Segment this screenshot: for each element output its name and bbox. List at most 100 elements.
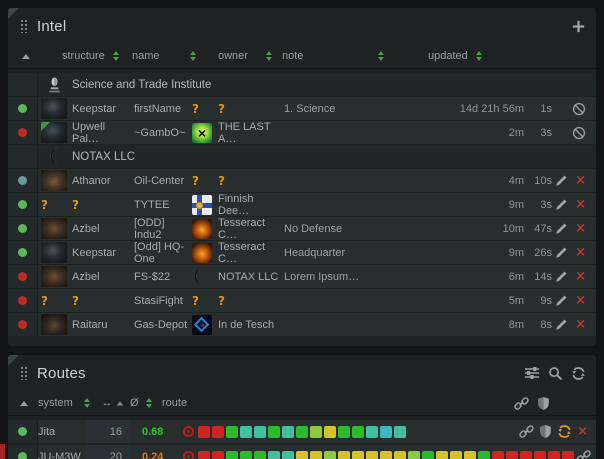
sort-icon[interactable]: [475, 51, 482, 61]
route-jump-square[interactable]: [226, 450, 238, 459]
route-jump-square[interactable]: [296, 425, 308, 438]
route-jump-square[interactable]: [268, 450, 280, 459]
route-jump-square[interactable]: [198, 450, 210, 459]
sort-icon[interactable]: [266, 51, 272, 61]
route-jump-square[interactable]: [212, 450, 224, 459]
route-jump-square[interactable]: [380, 425, 392, 438]
column-header-structure[interactable]: structure: [62, 44, 132, 68]
intel-group-row[interactable]: NOTAX LLC: [8, 145, 596, 168]
route-jump-square[interactable]: [324, 450, 336, 459]
route-jump-square[interactable]: [282, 425, 294, 438]
route-row[interactable]: Jita 16 0.68 ×: [8, 420, 596, 443]
intel-row[interactable]: ?? TYTEE Finnish Dee… 9m 3s ×: [8, 193, 596, 217]
sort-icon[interactable]: [378, 51, 384, 61]
shield-icon[interactable]: [537, 396, 550, 411]
route-jump-square[interactable]: [422, 450, 434, 459]
delete-icon[interactable]: ×: [577, 424, 588, 439]
route-jump-square[interactable]: [562, 450, 574, 459]
route-jump-square[interactable]: [394, 425, 406, 438]
delete-icon[interactable]: ×: [575, 317, 586, 332]
route-row[interactable]: JU-M3W 20 0.24 ×: [8, 445, 596, 459]
sort-icon[interactable]: [146, 398, 152, 408]
edit-icon[interactable]: [555, 318, 568, 331]
route-jump-square[interactable]: [352, 450, 364, 459]
route-jump-square[interactable]: [436, 450, 448, 459]
column-header-system[interactable]: system: [38, 391, 84, 415]
edit-icon[interactable]: [555, 246, 568, 259]
route-jump-square[interactable]: [548, 450, 560, 459]
route-jump-square[interactable]: [520, 450, 532, 459]
delete-icon[interactable]: ×: [575, 197, 586, 212]
edit-icon[interactable]: [555, 270, 568, 283]
route-jump-square[interactable]: [310, 425, 322, 438]
settings-button-icon[interactable]: [524, 366, 540, 380]
ban-icon[interactable]: [572, 102, 586, 116]
route-jump-square[interactable]: [268, 425, 280, 438]
drag-grip-icon[interactable]: [20, 19, 28, 33]
link-icon[interactable]: [519, 424, 534, 439]
link-icon[interactable]: [576, 449, 591, 459]
route-jump-square[interactable]: [464, 450, 476, 459]
column-header-updated[interactable]: updated: [388, 44, 510, 68]
route-jump-square[interactable]: [282, 450, 294, 459]
intel-row[interactable]: ?? StasiFight?? 5m 9s ×: [8, 289, 596, 312]
edit-icon[interactable]: [555, 294, 568, 307]
route-jump-square[interactable]: [254, 425, 266, 438]
column-header-owner[interactable]: owner: [200, 44, 276, 68]
delete-icon[interactable]: ×: [575, 245, 586, 260]
link-icon[interactable]: [514, 396, 529, 411]
intel-row[interactable]: Keepstar [Odd] HQ-One Tesseract C… Headquar…: [8, 241, 596, 265]
sort-icon[interactable]: [190, 51, 196, 61]
route-jump-square[interactable]: [352, 425, 364, 438]
delete-icon[interactable]: ×: [575, 269, 586, 284]
column-header-note[interactable]: note: [276, 44, 388, 68]
route-jump-square[interactable]: [198, 425, 210, 438]
structure-name: Gas-Depot: [134, 318, 188, 331]
route-jump-square[interactable]: [338, 450, 350, 459]
route-jump-square[interactable]: [296, 450, 308, 459]
route-jump-square[interactable]: [226, 425, 238, 438]
ban-icon[interactable]: [572, 126, 586, 140]
drag-grip-icon[interactable]: [20, 366, 28, 380]
intel-row[interactable]: Upwell Pal… ~GambO~ THE LAST A… 2m 3s: [8, 121, 596, 145]
route-jump-square[interactable]: [478, 450, 490, 459]
intel-row[interactable]: Raitaru Gas-Depot In de Tesch 8m 8s ×: [8, 313, 596, 336]
add-button-icon[interactable]: [571, 19, 586, 34]
intel-row[interactable]: Athanor Oil-Center?? 4m 10s ×: [8, 169, 596, 192]
intel-row[interactable]: Azbel FS-$22 NOTAX LLC Lorem Ipsum… 6m 14s ×: [8, 265, 596, 288]
column-header-jumps[interactable]: ↔: [98, 391, 116, 415]
search-button-icon[interactable]: [548, 366, 563, 381]
column-header-name[interactable]: name: [132, 44, 200, 68]
route-jump-square[interactable]: [408, 450, 420, 459]
route-jump-square[interactable]: [212, 425, 224, 438]
route-jump-square[interactable]: [240, 450, 252, 459]
route-jump-square[interactable]: [338, 425, 350, 438]
column-header-avg[interactable]: Ø: [130, 391, 146, 415]
route-jump-square[interactable]: [506, 450, 518, 459]
intel-row[interactable]: Keepstar firstName?? 1. Science 14d 21h 56m…: [8, 97, 596, 120]
edit-icon[interactable]: [555, 198, 568, 211]
intel-row[interactable]: Azbel [ODD] Indu2 Tesseract C… No Defense 10…: [8, 217, 596, 241]
route-jump-square[interactable]: [394, 450, 406, 459]
route-jump-square[interactable]: [380, 450, 392, 459]
refresh-icon[interactable]: [557, 424, 572, 439]
route-jump-square[interactable]: [240, 425, 252, 438]
route-jump-square[interactable]: [324, 425, 336, 438]
route-jump-square[interactable]: [492, 450, 504, 459]
route-jump-square[interactable]: [254, 450, 266, 459]
intel-group-row[interactable]: Science and Trade Institute: [8, 73, 596, 96]
delete-icon[interactable]: ×: [575, 293, 586, 308]
delete-icon[interactable]: ×: [575, 173, 586, 188]
route-jump-square[interactable]: [366, 450, 378, 459]
edit-icon[interactable]: [555, 174, 568, 187]
sort-icon[interactable]: [84, 398, 90, 408]
shield-icon[interactable]: [539, 424, 552, 439]
route-jump-square[interactable]: [310, 450, 322, 459]
route-jump-square[interactable]: [534, 450, 546, 459]
refresh-button-icon[interactable]: [571, 366, 586, 381]
delete-icon[interactable]: ×: [575, 221, 586, 236]
edit-icon[interactable]: [555, 222, 568, 235]
route-jump-square[interactable]: [366, 425, 378, 438]
sort-icon[interactable]: [112, 51, 119, 61]
route-jump-square[interactable]: [450, 450, 462, 459]
